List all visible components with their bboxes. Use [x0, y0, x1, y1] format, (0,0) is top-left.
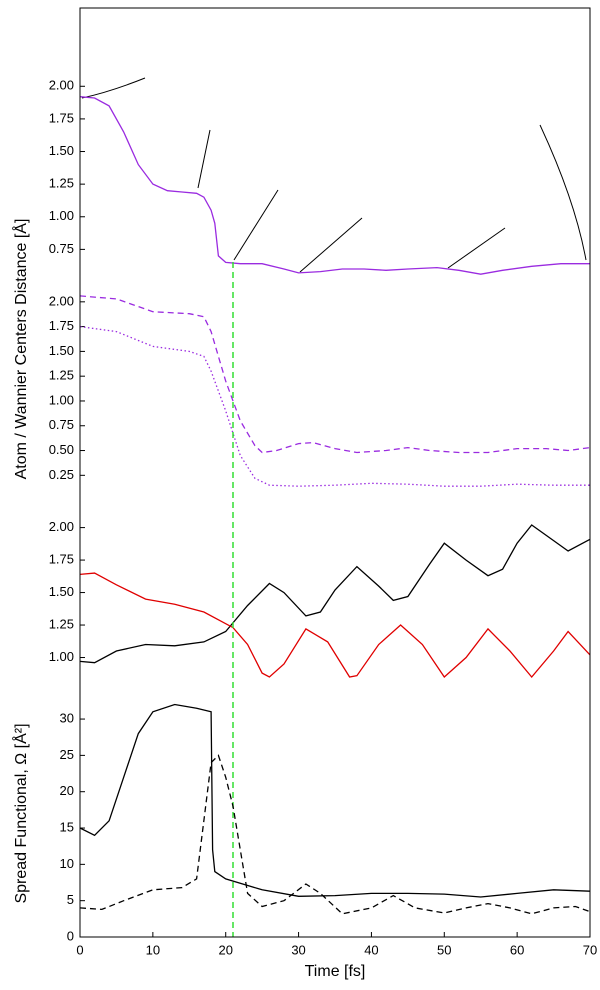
line: [79, 295, 591, 454]
y-tick-label: 1.25: [49, 176, 74, 191]
y-tick-label: 1.00: [49, 208, 74, 223]
y-tick-label: 25: [60, 747, 74, 762]
y-tick-label: 1.25: [49, 368, 74, 383]
y-tick-label: 1.00: [49, 392, 74, 407]
y-tick-label: 30: [60, 710, 74, 725]
x-tick-label: 10: [146, 942, 160, 957]
x-tick-label: 20: [218, 942, 232, 957]
y-axis-label: Atom / Wannier Centers Distance [Å]: [11, 219, 30, 480]
x-axis-label: Time [fs]: [305, 963, 366, 980]
y-tick-label: 0.50: [49, 442, 74, 457]
y-tick-label: 1.75: [49, 318, 74, 333]
y-tick-label: 1.75: [49, 552, 74, 567]
line: [79, 703, 591, 898]
y-tick-label: 0.75: [49, 241, 74, 256]
y-tick-label: 1.25: [49, 616, 74, 631]
line: [79, 96, 590, 275]
y-tick-label: 0: [67, 928, 74, 943]
y-tick-label: 2.00: [49, 293, 74, 308]
x-tick-label: 40: [364, 942, 378, 957]
x-tick-label: 60: [510, 942, 524, 957]
y-tick-label: 15: [60, 819, 74, 834]
line: [79, 325, 590, 487]
y-tick-label: 20: [60, 783, 74, 798]
x-tick-label: 50: [437, 942, 451, 957]
y-tick-label: 1.00: [49, 649, 74, 664]
y-tick-label: 5: [67, 892, 74, 907]
y-tick-label: 1.50: [49, 584, 74, 599]
plot-frame: [79, 7, 591, 938]
line: [79, 572, 591, 679]
y-tick-label: 2.00: [49, 78, 74, 93]
line: [79, 524, 591, 664]
y-tick-label: 2.00: [49, 519, 74, 534]
annotation-arrows: [81, 77, 587, 273]
y-tick-label: 1.75: [49, 110, 74, 125]
y-tick-label: 1.50: [49, 143, 74, 158]
line: [79, 754, 591, 915]
x-tick-label: 70: [583, 942, 597, 957]
y-tick-label: 1.50: [49, 343, 74, 358]
y-tick-label: 10: [60, 856, 74, 871]
x-tick-label: 30: [291, 942, 305, 957]
y-tick-label: 0.75: [49, 417, 74, 432]
y-tick-label: 0.25: [49, 467, 74, 482]
y-axis-label: Spread Functional, Ω [Å²]: [11, 723, 30, 903]
x-tick-label: 0: [76, 942, 83, 957]
